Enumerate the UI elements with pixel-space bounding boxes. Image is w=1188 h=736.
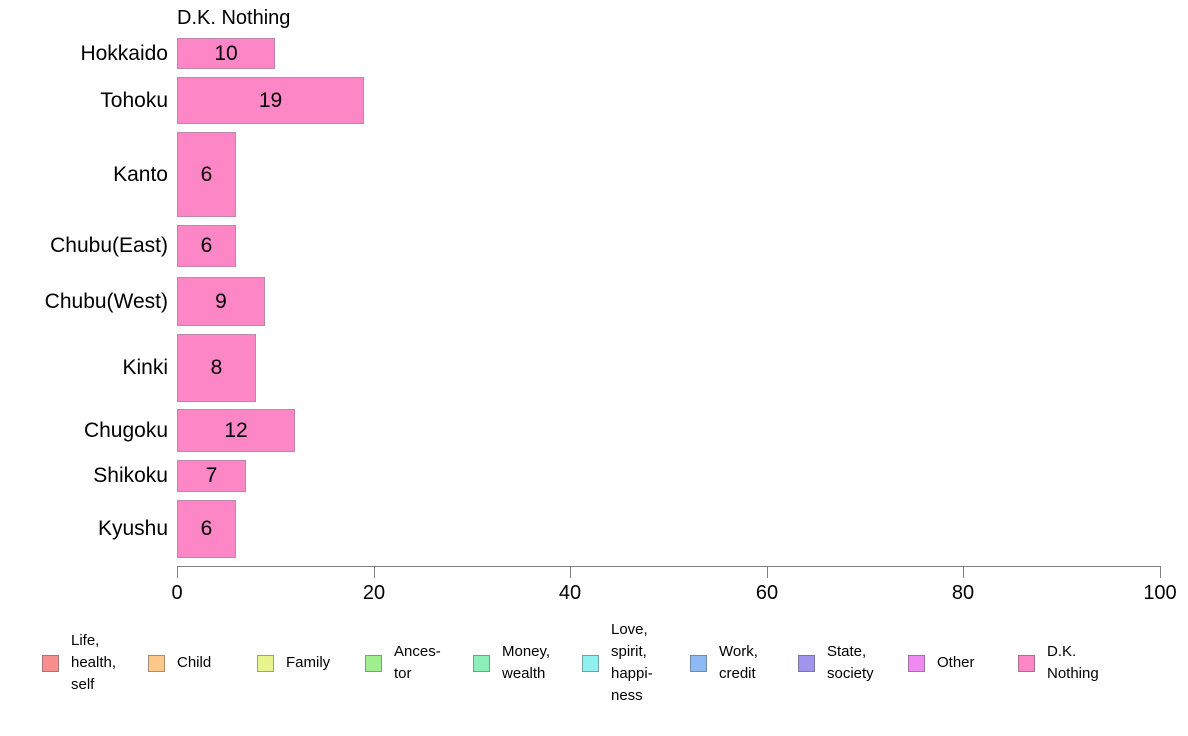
bar-value-chubu-east: 6 (200, 234, 213, 257)
bar-hokkaido: 10 (177, 38, 275, 69)
bar-chubu-west: 9 (177, 277, 265, 326)
bar-kyushu: 6 (177, 500, 236, 558)
bar-value-tohoku: 19 (258, 88, 283, 112)
x-tick-0 (177, 566, 178, 578)
category-label-shikoku: Shikoku (93, 464, 168, 487)
legend-label-money-wealth: Money, wealth (502, 643, 551, 682)
legend-label-love-spirit-happiness: Love, spirit, happi- ness (611, 621, 653, 704)
category-label-kinki: Kinki (122, 356, 168, 379)
bar-value-kinki: 8 (210, 356, 223, 379)
legend-label-family: Family (286, 654, 331, 671)
bar-kanto: 6 (177, 132, 236, 217)
bar-kinki: 8 (177, 334, 256, 402)
legend-swatch-money-wealth (473, 655, 490, 672)
category-label-tohoku: Tohoku (100, 88, 168, 112)
category-label-chubu-west: Chubu(West) (44, 289, 168, 313)
legend-swatch-love-spirit-happiness (582, 655, 599, 672)
legend-swatch-d-k-nothing (1018, 655, 1035, 672)
x-tick-label-60: 60 (755, 582, 779, 604)
x-tick-100 (1160, 566, 1161, 578)
bar-tohoku: 19 (177, 77, 364, 124)
x-tick-label-100: 100 (1143, 582, 1177, 604)
category-label-chugoku: Chugoku (83, 418, 168, 442)
legend-swatch-child (148, 655, 165, 672)
legend-swatch-state-society (798, 655, 815, 672)
x-tick-80 (963, 566, 964, 578)
x-tick-label-0: 0 (171, 582, 183, 604)
bar-value-kanto: 6 (200, 162, 213, 186)
legend-label-child: Child (177, 654, 212, 671)
bar-value-chugoku: 12 (224, 418, 248, 442)
legend-swatch-ancestor (365, 655, 382, 672)
bar-chugoku: 12 (177, 409, 295, 452)
category-label-kyushu: Kyushu (97, 517, 168, 540)
legend-swatch-life-health-self (42, 655, 59, 672)
category-label-hokkaido: Hokkaido (80, 41, 168, 65)
x-tick-label-40: 40 (558, 582, 582, 604)
x-axis-line (177, 566, 1161, 567)
bar-value-hokkaido: 10 (214, 41, 238, 65)
category-label-chubu-east: Chubu(East) (50, 234, 168, 257)
legend-swatch-other (908, 655, 925, 672)
legend-label-life-health-self: Life, health, self (71, 632, 117, 693)
category-label-kanto: Kanto (113, 162, 168, 186)
legend-label-state-society: State, society (827, 643, 874, 682)
bar-value-chubu-west: 9 (215, 289, 227, 313)
bar-shikoku: 7 (177, 460, 246, 492)
legend-label-other: Other (937, 654, 975, 671)
bar-value-kyushu: 6 (200, 517, 213, 540)
x-tick-60 (767, 566, 768, 578)
legend-label-d-k-nothing: D.K. Nothing (1047, 643, 1099, 682)
legend-label-work-credit: Work, credit (719, 643, 758, 682)
bar-chubu-east: 6 (177, 225, 236, 267)
chart-title: D.K. Nothing (177, 7, 291, 29)
legend-label-ancestor: Ances- tor (394, 643, 441, 682)
legend-swatch-family (257, 655, 274, 672)
bar-value-shikoku: 7 (205, 464, 218, 487)
legend-swatch-work-credit (690, 655, 707, 672)
x-tick-label-80: 80 (951, 582, 975, 604)
x-tick-label-20: 20 (362, 582, 386, 604)
x-tick-40 (570, 566, 571, 578)
x-tick-20 (374, 566, 375, 578)
